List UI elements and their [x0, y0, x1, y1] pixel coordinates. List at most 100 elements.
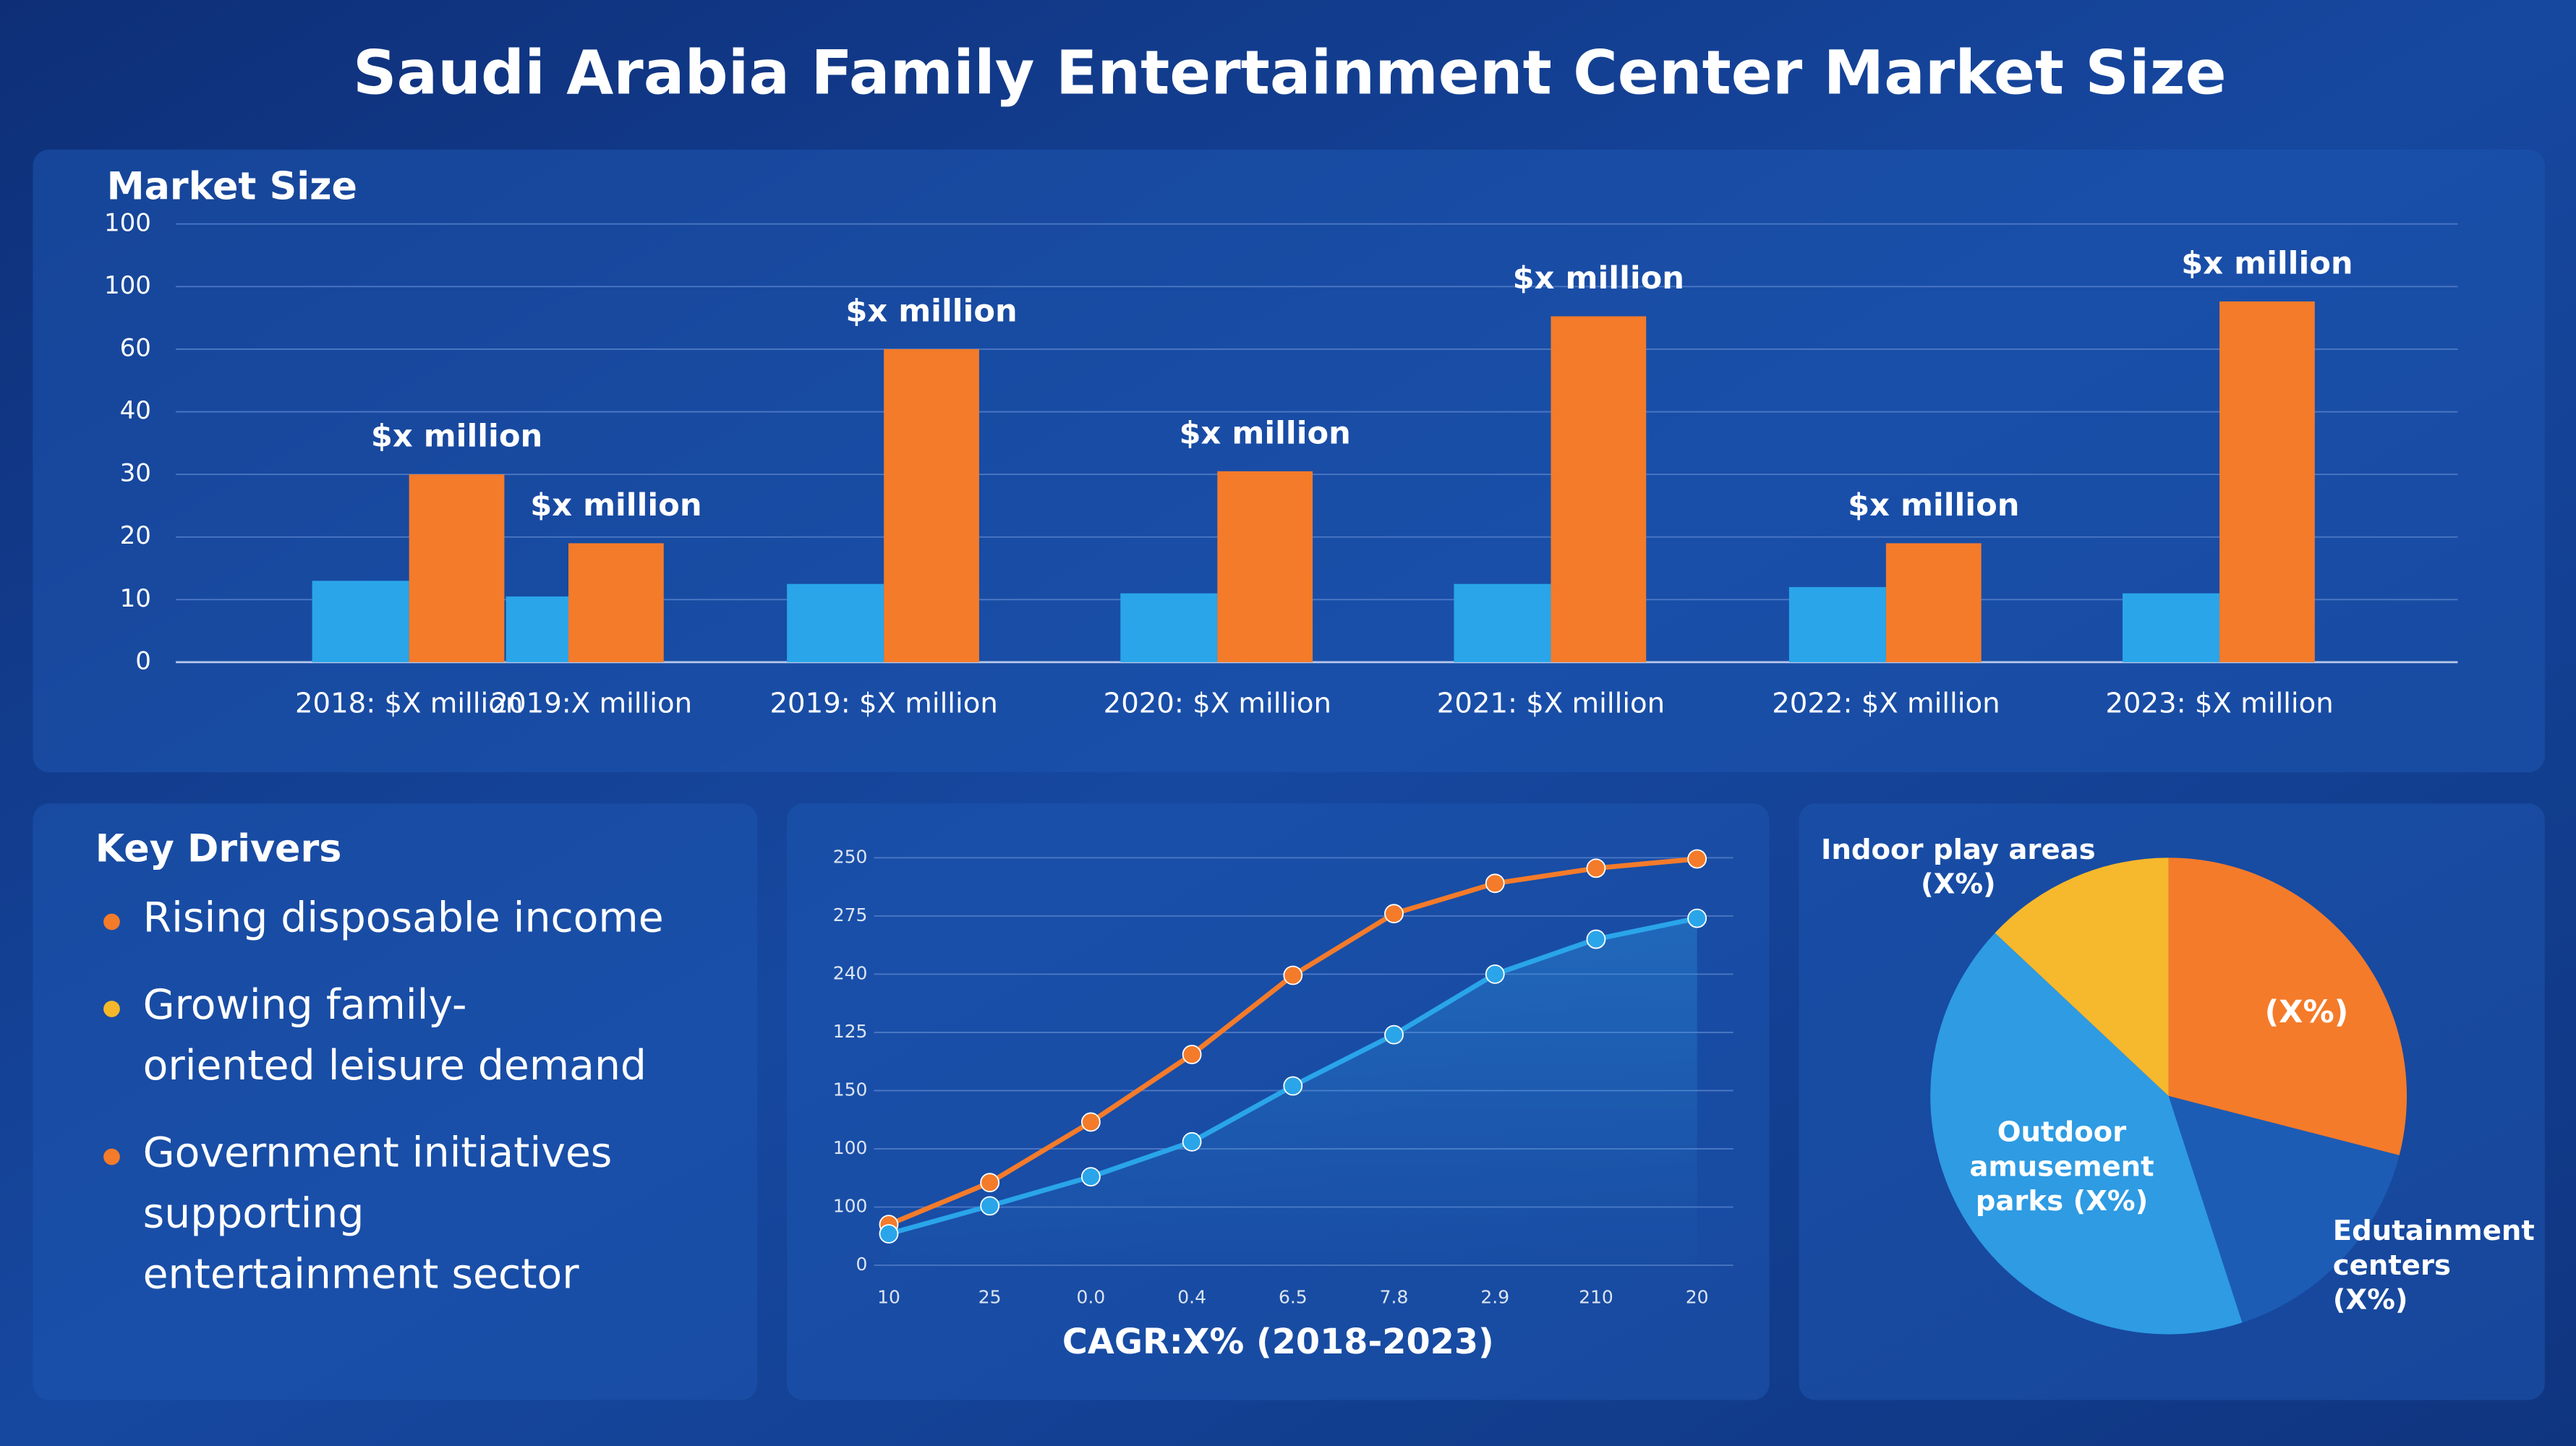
slice-label: Indoor play areas: [1821, 834, 2096, 866]
y-tick-label: 0: [135, 646, 151, 675]
x-tick-label: 2019:X million: [491, 687, 693, 719]
y-tick-label: 250: [833, 846, 868, 867]
y-tick-label: 100: [833, 1137, 868, 1158]
pie-slice: [1930, 933, 2243, 1335]
point: [1485, 873, 1505, 894]
point: [1080, 1112, 1101, 1132]
y-tick-label: 40: [120, 396, 151, 425]
bullet: [103, 1001, 120, 1017]
slice-label: centers: [2333, 1249, 2451, 1282]
point: [1384, 1024, 1404, 1045]
pie-slice: [2168, 1095, 2400, 1323]
y-tick-label: 10: [120, 584, 151, 613]
bullet: [103, 913, 120, 931]
y-tick-label: 20: [120, 521, 151, 550]
bar: [568, 543, 664, 662]
bar: [2123, 593, 2220, 662]
point: [1080, 1167, 1101, 1187]
x-tick-label: 2023: $X million: [2105, 687, 2333, 719]
data-label: $x million: [1848, 487, 2019, 523]
point: [980, 1196, 1000, 1216]
chart-title: CAGR:X% (2018-2023): [1062, 1322, 1494, 1362]
driver-text: oriented leisure demand: [143, 1042, 647, 1090]
driver-text: Rising disposable income: [143, 894, 664, 941]
y-tick-label: 125: [833, 1021, 868, 1042]
panel: [33, 149, 2545, 773]
bar: [1454, 583, 1551, 662]
y-tick-label: 100: [104, 208, 151, 237]
x-tick-label: 7.8: [1380, 1286, 1409, 1307]
bar: [1120, 593, 1218, 662]
bar: [1788, 587, 1886, 662]
point: [879, 1224, 899, 1244]
bar: [787, 583, 884, 662]
bar: [1551, 316, 1647, 662]
data-label: $x million: [845, 293, 1017, 329]
point: [1182, 1131, 1202, 1152]
data-label: $x million: [2181, 245, 2353, 281]
bar: [1217, 471, 1313, 662]
point: [1182, 1045, 1202, 1064]
data-label: $x million: [1513, 260, 1684, 296]
bar: [1885, 543, 1982, 662]
point: [1485, 964, 1505, 984]
data-label: $x million: [530, 487, 701, 523]
x-tick-label: 2020: $X million: [1104, 687, 1331, 719]
y-tick-label: 60: [120, 333, 151, 362]
data-label: $x million: [371, 419, 542, 455]
bar: [409, 474, 505, 662]
panel: [33, 803, 758, 1400]
point: [1283, 1076, 1303, 1096]
point: [1687, 908, 1707, 928]
x-tick-label: 210: [1579, 1286, 1613, 1307]
slice-label: (X%): [1921, 868, 1996, 900]
x-tick-label: 2021: $X million: [1437, 687, 1665, 719]
x-tick-label: 2022: $X million: [1772, 687, 2000, 719]
slice-label: Edutainment: [2333, 1215, 2535, 1247]
slice-label: amusement: [1969, 1150, 2154, 1183]
y-tick-label: 100: [104, 271, 151, 300]
y-tick-label: 240: [833, 962, 868, 983]
x-tick-label: 6.5: [1279, 1286, 1308, 1307]
y-tick-label: 150: [833, 1079, 868, 1100]
x-tick-label: 25: [978, 1286, 1002, 1307]
driver-text: Growing family-: [143, 981, 467, 1029]
x-tick-label: 2018: $X million: [295, 687, 523, 719]
pie-slice: [1995, 857, 2169, 1096]
x-tick-label: 0.4: [1177, 1286, 1206, 1307]
x-tick-label: 10: [877, 1286, 900, 1307]
point: [1384, 904, 1404, 924]
chart-title: Market Size: [107, 164, 357, 208]
bar: [312, 581, 409, 662]
point: [1586, 929, 1606, 949]
x-tick-label: 2.9: [1480, 1286, 1509, 1307]
driver-text: Government initiatives: [143, 1129, 613, 1176]
section-title: Key Drivers: [95, 826, 342, 870]
bar: [506, 596, 569, 662]
point: [1687, 849, 1707, 869]
driver-text: entertainment sector: [143, 1251, 580, 1299]
x-tick-label: 20: [1686, 1286, 1709, 1307]
driver-text: supporting: [143, 1189, 364, 1237]
y-tick-label: 275: [833, 904, 868, 925]
point: [980, 1173, 1000, 1193]
slice-label: (X%): [2333, 1283, 2408, 1316]
y-tick-label: 30: [120, 459, 151, 488]
bar: [884, 348, 979, 662]
slice-label: Outdoor: [1997, 1116, 2126, 1149]
y-tick-label: 100: [833, 1195, 868, 1216]
y-tick-label: 0: [856, 1254, 868, 1275]
pie-slice: [2168, 857, 2407, 1155]
x-tick-label: 0.0: [1077, 1286, 1106, 1307]
slice-label: (X%): [2264, 994, 2348, 1030]
x-tick-label: 2019: $X million: [769, 687, 997, 719]
data-label: $x million: [1180, 415, 1351, 451]
bullet: [103, 1148, 120, 1165]
bar: [2219, 301, 2315, 662]
point: [1586, 858, 1606, 878]
page-title: Saudi Arabia Family Entertainment Center…: [353, 38, 2227, 108]
slice-label: parks (X%): [1976, 1185, 2149, 1218]
point: [1283, 965, 1303, 985]
